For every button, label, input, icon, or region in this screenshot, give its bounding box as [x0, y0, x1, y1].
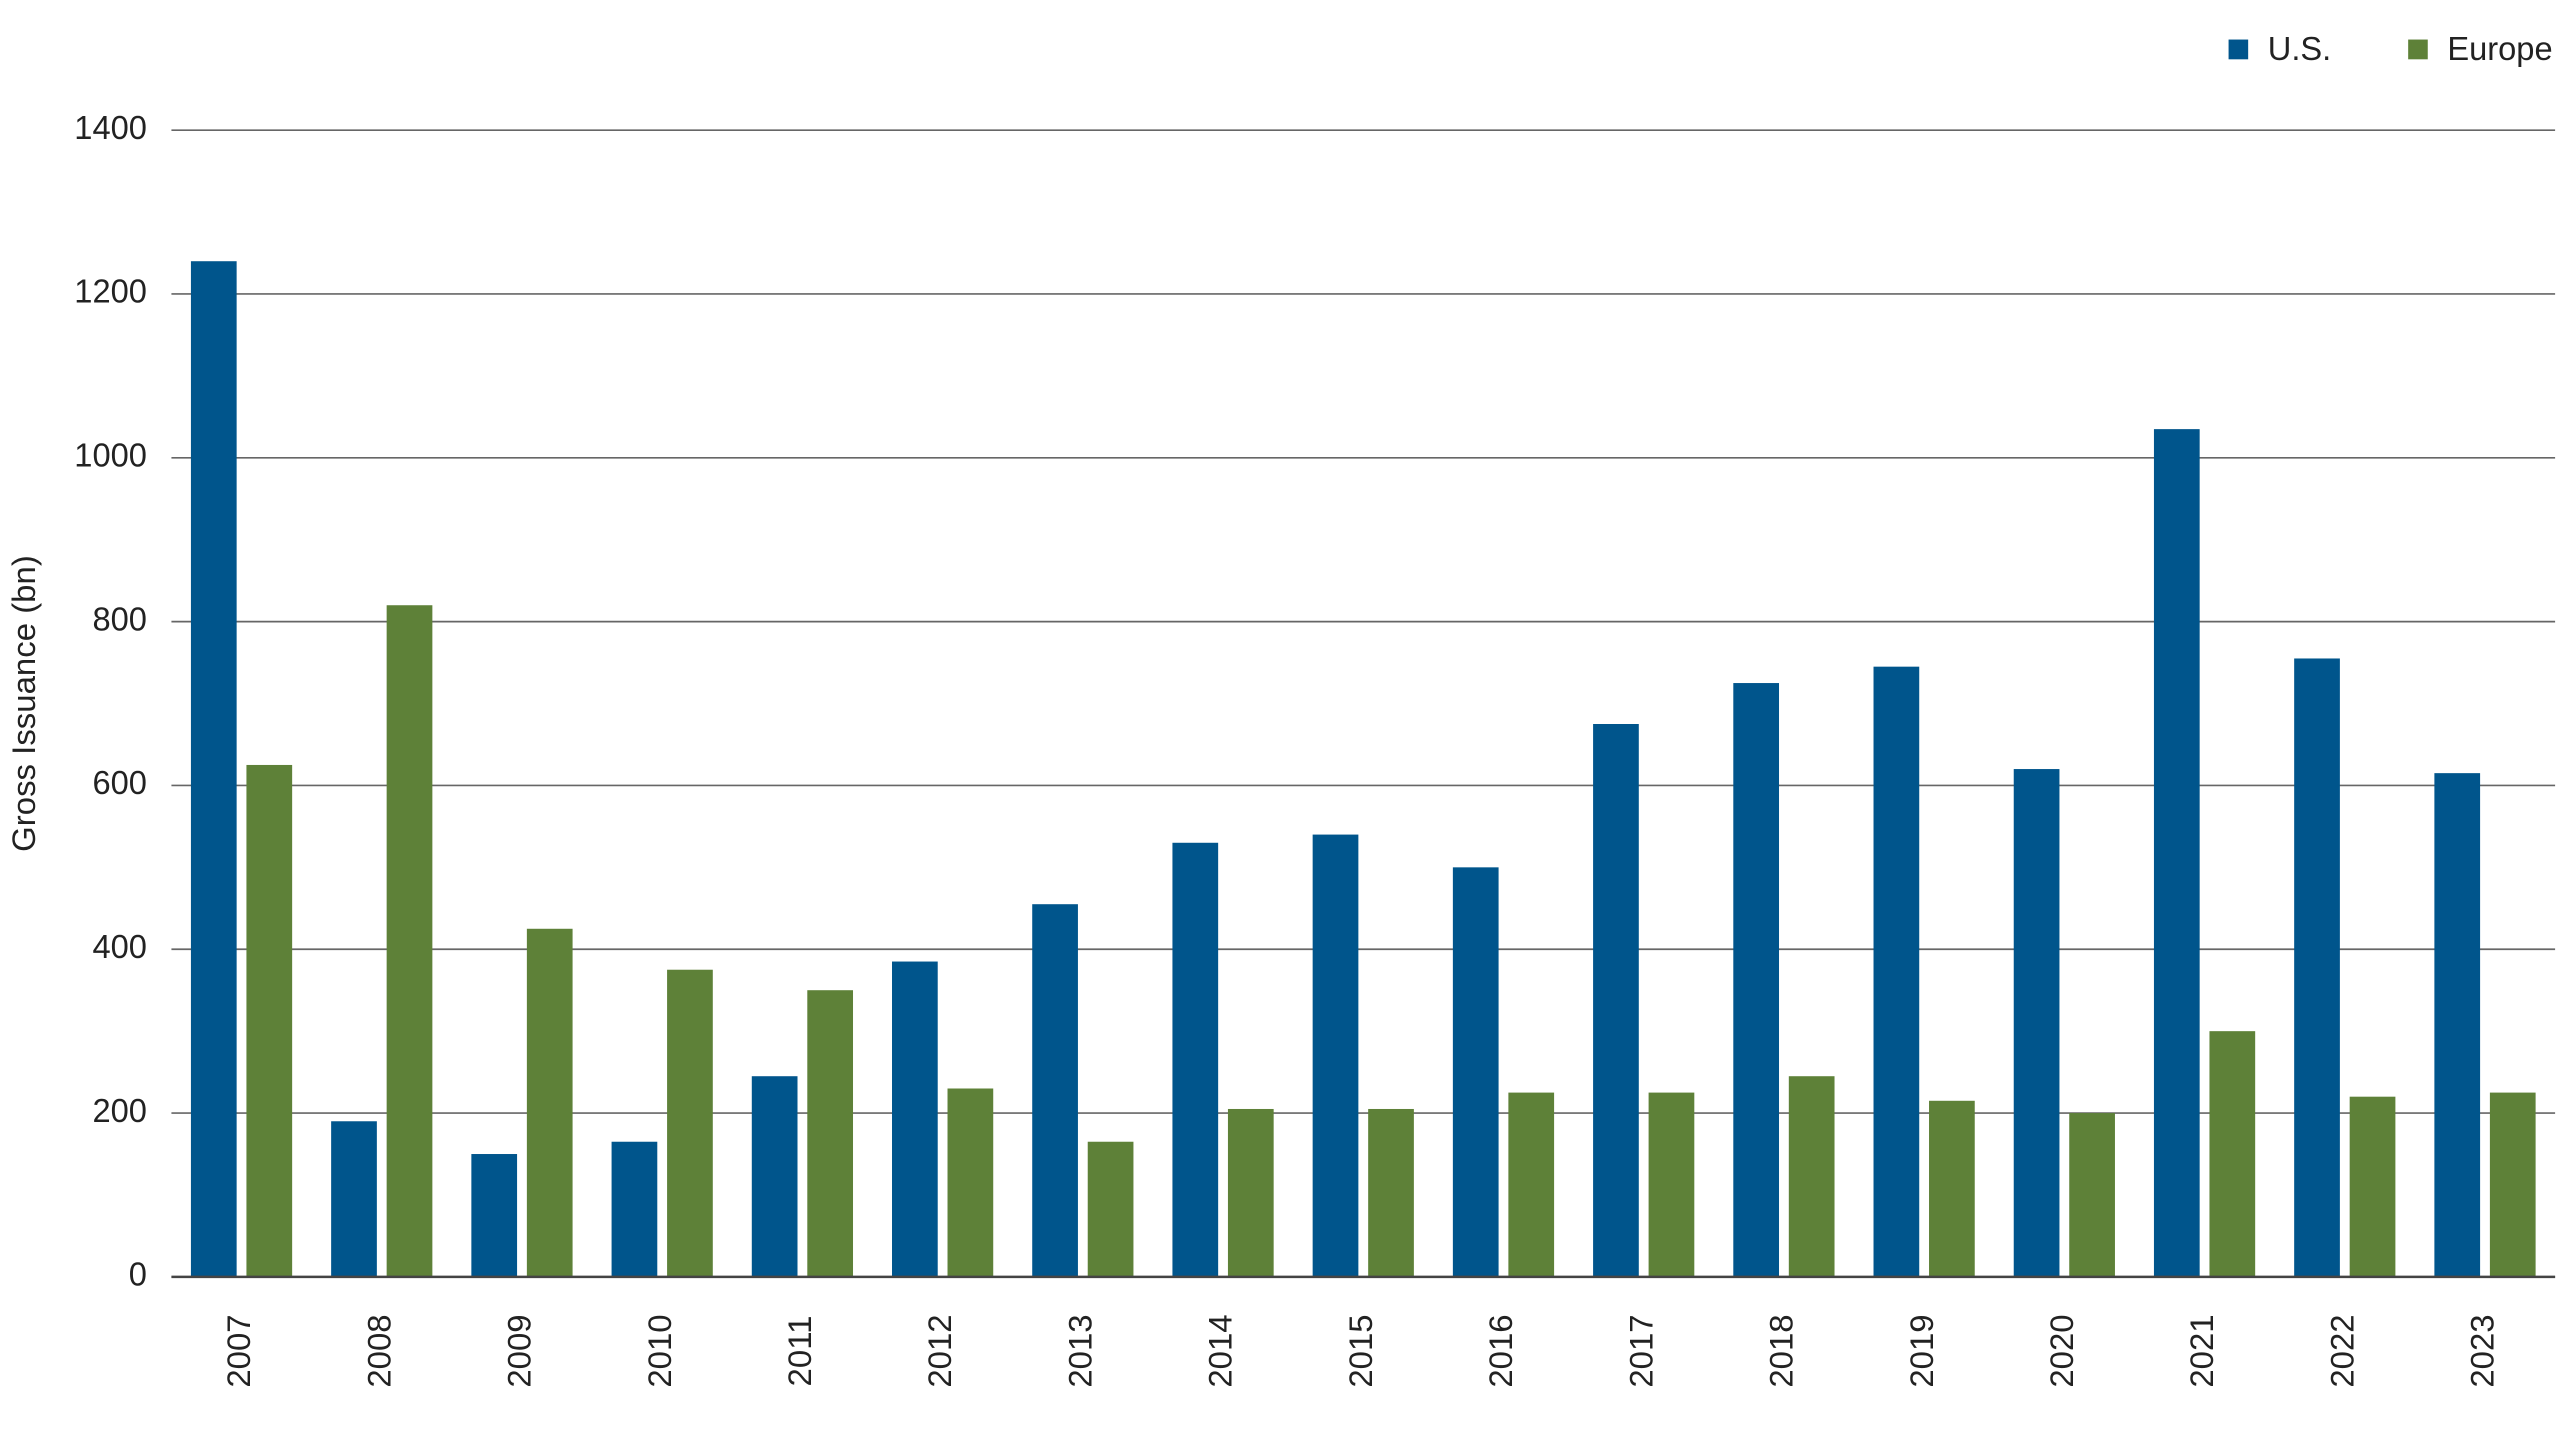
x-tick-label: 2009 — [501, 1314, 538, 1387]
bar — [1087, 1141, 1134, 1277]
bar — [1788, 1076, 1835, 1277]
bar — [386, 605, 433, 1277]
bar — [611, 1141, 658, 1277]
bar — [1873, 666, 1920, 1277]
bar — [892, 961, 938, 1277]
bar — [2153, 429, 2200, 1277]
x-tick-label: 2012 — [921, 1314, 958, 1387]
x-tick-label: 2017 — [1622, 1314, 1659, 1387]
bar — [1508, 1092, 1555, 1277]
x-tick-label: 2011 — [781, 1316, 818, 1387]
y-tick-label: 600 — [92, 764, 146, 801]
bar — [1368, 1108, 1414, 1277]
x-tick-label: 2021 — [2183, 1314, 2220, 1387]
bar — [807, 990, 854, 1277]
bar — [1172, 842, 1219, 1277]
y-tick-label: 200 — [92, 1092, 146, 1129]
legend-swatch — [2228, 39, 2249, 60]
x-tick-label: 2022 — [2324, 1314, 2361, 1387]
bar — [1929, 1100, 1975, 1277]
legend-label: U.S. — [2268, 30, 2332, 67]
bar — [2349, 1096, 2396, 1277]
x-tick-label: 2019 — [1903, 1314, 1940, 1387]
bar — [667, 969, 713, 1277]
x-tick-label: 2008 — [361, 1314, 398, 1387]
bar — [1593, 724, 1639, 1277]
bar — [2434, 773, 2481, 1277]
bar — [1452, 867, 1499, 1277]
y-tick-label: 1000 — [74, 436, 147, 473]
bar — [246, 764, 293, 1277]
bar — [2069, 1113, 2115, 1277]
bar — [331, 1121, 377, 1277]
y-tick-label: 800 — [92, 600, 146, 637]
bar — [2489, 1092, 2536, 1277]
y-tick-label: 400 — [92, 928, 146, 965]
bar — [526, 928, 573, 1277]
x-tick-label: 2020 — [2043, 1314, 2080, 1387]
bar — [2013, 769, 2060, 1277]
x-tick-label: 2010 — [641, 1314, 678, 1387]
bar — [947, 1088, 994, 1277]
y-tick-label: 1400 — [74, 109, 147, 146]
bar — [1733, 683, 1780, 1277]
bar — [190, 261, 237, 1277]
x-tick-label: 2007 — [220, 1314, 257, 1387]
bar — [1227, 1108, 1274, 1277]
x-tick-label: 2014 — [1202, 1314, 1239, 1387]
bar — [1312, 834, 1359, 1277]
legend-swatch — [2408, 39, 2428, 60]
bar — [751, 1076, 798, 1277]
x-tick-label: 2023 — [2464, 1314, 2501, 1387]
legend-label: Europe — [2447, 30, 2552, 67]
y-axis-title: Gross Issuance (bn) — [5, 555, 42, 852]
x-tick-label: 2013 — [1062, 1314, 1099, 1387]
bar — [471, 1154, 518, 1277]
bar — [2209, 1031, 2256, 1277]
y-tick-label: 1200 — [74, 273, 147, 310]
bar — [2294, 658, 2340, 1277]
x-tick-label: 2018 — [1763, 1314, 1800, 1387]
x-tick-label: 2016 — [1482, 1314, 1519, 1387]
y-tick-label: 0 — [129, 1255, 147, 1292]
bar — [1032, 904, 1078, 1277]
bar — [1648, 1092, 1695, 1277]
x-tick-label: 2015 — [1342, 1314, 1379, 1387]
